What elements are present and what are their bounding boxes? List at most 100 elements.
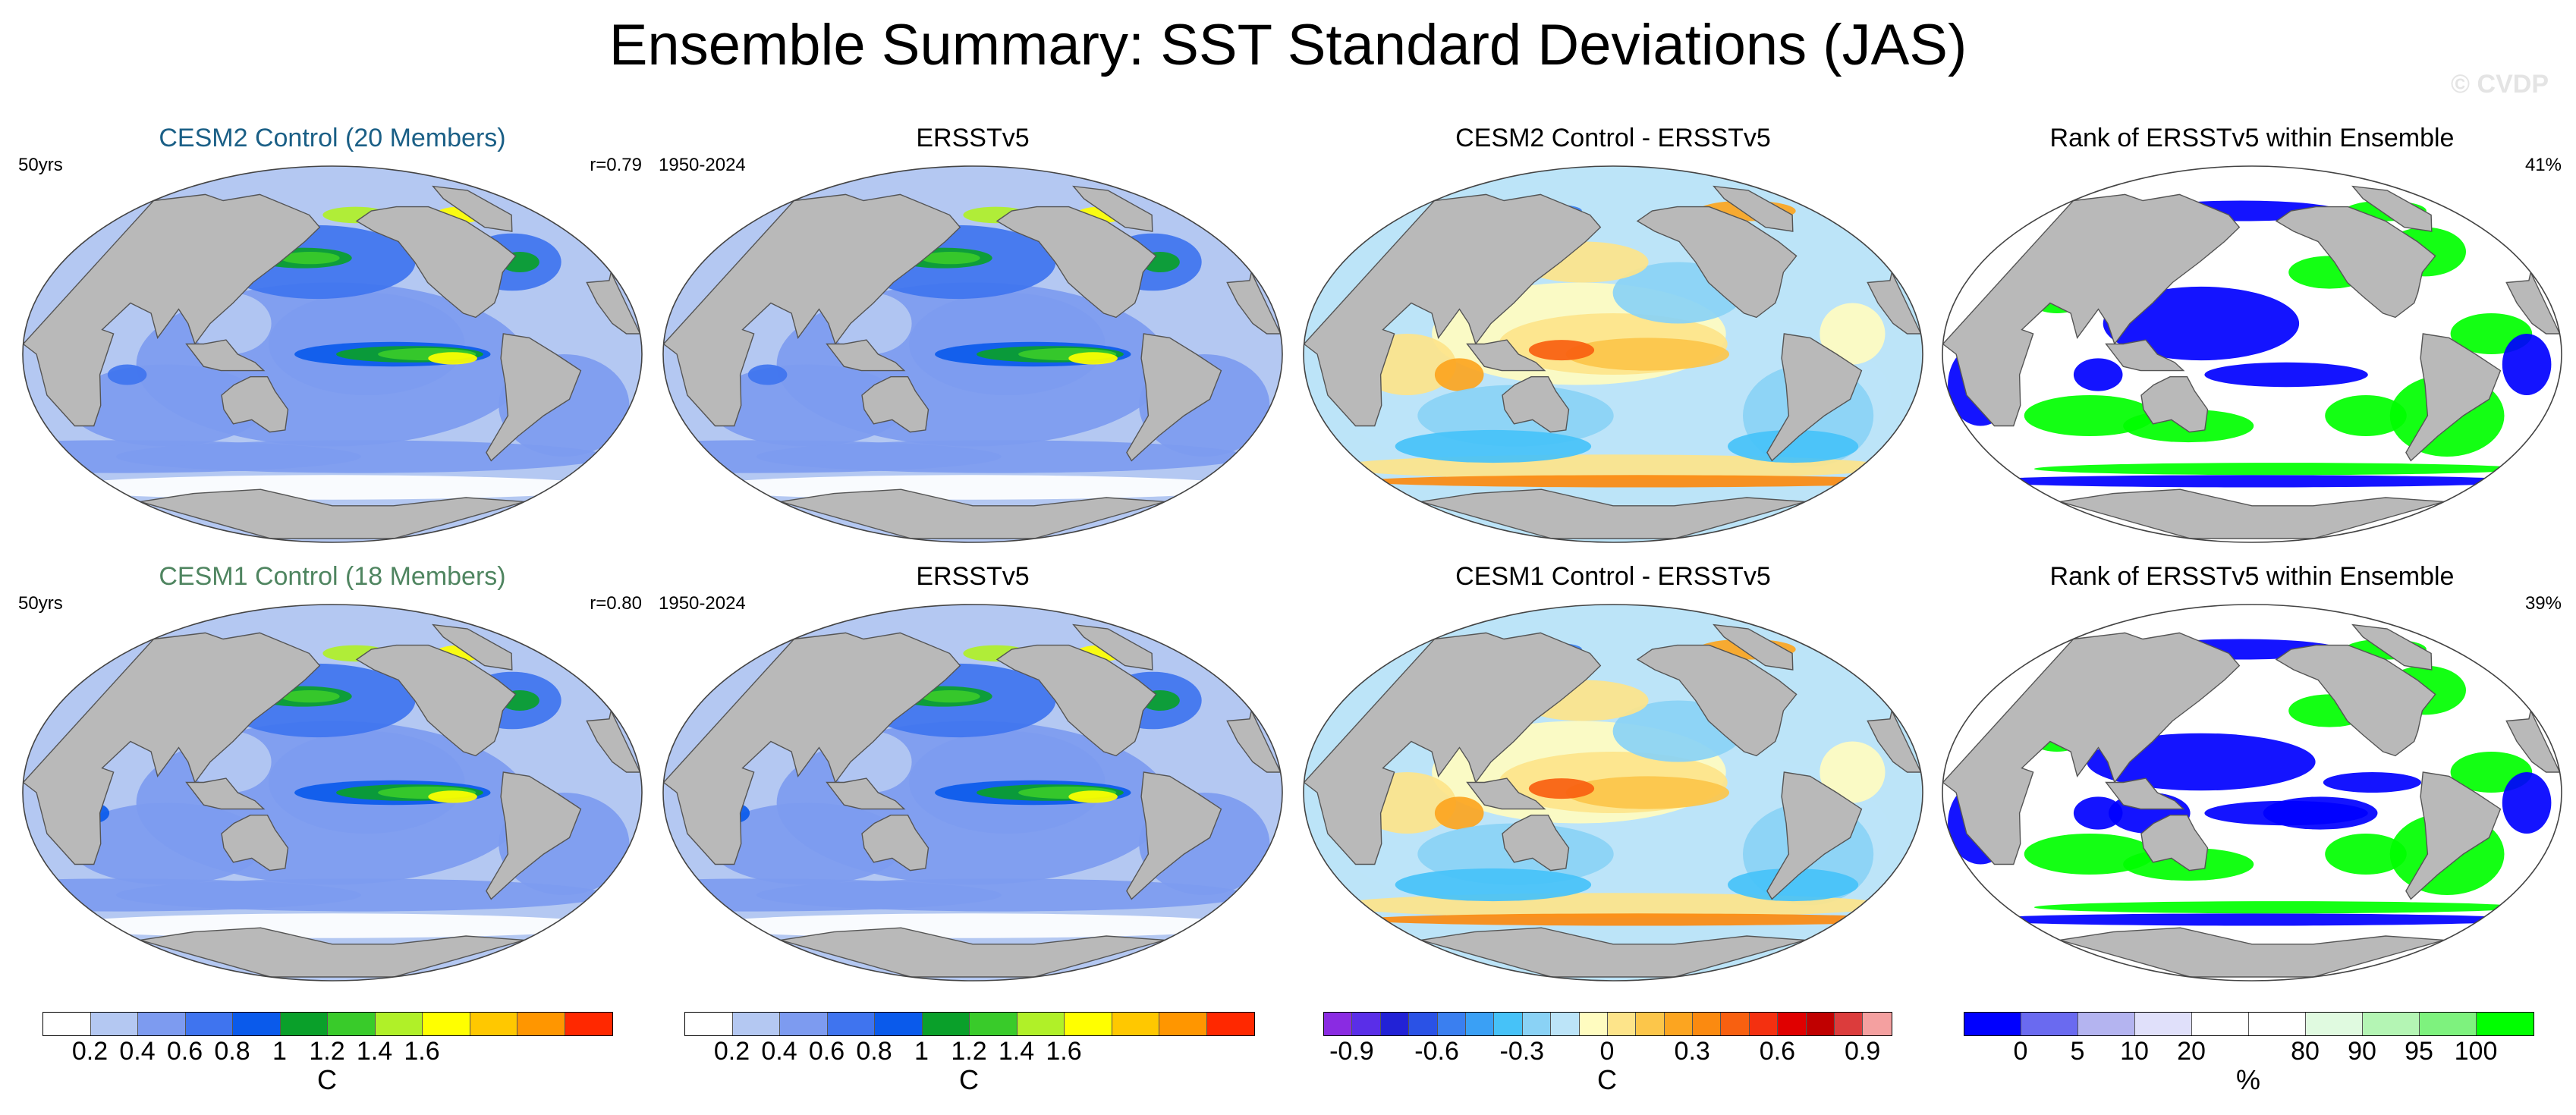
colorbar-tick-label: 0.8 <box>214 1037 250 1066</box>
colorbar-unit: % <box>2235 1064 2261 1095</box>
std-colorbar-1: 0.2 0.4 0.6 0.8 1 1.2 1.4 1.6 C <box>42 1012 613 1103</box>
land-mass <box>2105 339 2185 372</box>
field-patch <box>1565 338 1729 371</box>
field-patch <box>281 252 340 265</box>
land-mass <box>586 270 641 334</box>
diff-map <box>1303 604 1923 982</box>
panel-left-label: 1950-2024 <box>659 155 746 175</box>
land-mass <box>780 488 1165 539</box>
colorbar-tick-label: 0.3 <box>1674 1037 1710 1066</box>
field-patch <box>68 364 266 447</box>
colorbar-swatch <box>1964 1013 2021 1035</box>
colorbar-swatch <box>90 1013 138 1035</box>
panel-title: CESM2 Control (20 Members) <box>159 124 506 152</box>
field-patch <box>1528 778 1595 799</box>
colorbar-tick-label: 80 <box>2291 1037 2320 1066</box>
land-mass <box>1502 815 1570 872</box>
field-patch <box>428 352 477 365</box>
colorbar-tick-label: 1 <box>272 1037 287 1066</box>
land-mass <box>1304 632 1602 865</box>
panel-left-label: 50yrs <box>18 155 63 175</box>
colorbar-tick-label: 1.2 <box>951 1037 987 1066</box>
colorbar-swatch <box>1579 1013 1608 1035</box>
std-map <box>22 165 643 543</box>
field-patch <box>694 475 1251 500</box>
colorbar-swatch <box>138 1013 186 1035</box>
field-patch <box>694 913 1251 938</box>
field-patch <box>1974 913 2530 926</box>
colorbar-tick-label: 0 <box>1599 1037 1615 1066</box>
map-outline <box>1942 165 2562 543</box>
field-patch <box>2325 834 2407 875</box>
map-outline <box>1303 604 1923 982</box>
field-patch <box>1974 475 2530 488</box>
colorbar-swatch <box>970 1013 1018 1035</box>
rank-colorbar: 0 5 10 20 80 90 95 100% <box>1964 1012 2534 1103</box>
land-mass <box>1072 185 1153 232</box>
field-patch <box>1820 741 1886 803</box>
field-patch <box>281 690 340 703</box>
field-patch <box>2103 286 2300 361</box>
land-mass <box>2405 771 2502 900</box>
land-mass <box>2505 270 2561 334</box>
land-mass <box>23 632 321 865</box>
map-panel-r2c3: CESM1 Control - ERSSTv5 <box>1296 561 1930 991</box>
land-mass <box>1713 623 1794 671</box>
colorbar-tick-label: 1.6 <box>1046 1037 1082 1066</box>
colorbar-tick-label: 1.4 <box>998 1037 1035 1066</box>
land-mass <box>432 185 513 232</box>
colorbar-swatch <box>1324 1013 1353 1035</box>
colorbar-swatch <box>1806 1013 1835 1035</box>
land-mass <box>2351 185 2433 232</box>
diff-colorbar: -0.9 -0.6 -0.3 0 0.3 0.6 0.9 C <box>1323 1012 1892 1103</box>
land-mass <box>826 777 906 810</box>
colorbar-swatch <box>2021 1013 2078 1035</box>
field-patch <box>2325 395 2407 436</box>
land-mass <box>663 193 961 427</box>
field-patch <box>921 252 980 265</box>
colorbar-tick-label: 0.8 <box>856 1037 892 1066</box>
colorbar-swatch <box>1409 1013 1438 1035</box>
colorbar-tick-label: 0.9 <box>1844 1037 1881 1066</box>
panel-title: Rank of ERSSTv5 within Ensemble <box>2049 562 2455 591</box>
field-patch <box>2033 463 2524 476</box>
colorbar-swatch <box>2306 1013 2363 1035</box>
land-mass <box>355 644 517 757</box>
map-outline <box>22 165 643 543</box>
land-mass <box>2140 376 2209 433</box>
field-patch <box>2263 796 2378 830</box>
land-mass <box>1072 623 1153 671</box>
panel-title: CESM2 Control - ERSSTv5 <box>1455 124 1771 152</box>
field-patch <box>54 475 611 500</box>
colorbar-tick-label: 0.2 <box>713 1037 750 1066</box>
field-patch <box>709 802 906 885</box>
field-patch <box>1820 303 1886 365</box>
colorbar-swatch <box>2078 1013 2135 1035</box>
field-patch <box>1565 776 1729 809</box>
colorbar-swatch <box>1522 1013 1552 1035</box>
field-patch <box>1728 429 1859 463</box>
colorbar-swatch <box>2363 1013 2420 1035</box>
land-mass <box>2105 777 2185 810</box>
field-patch <box>1395 429 1592 463</box>
colorbar-tick-label: 0.6 <box>1759 1037 1796 1066</box>
map-outline <box>662 604 1283 982</box>
land-mass <box>1466 339 1546 372</box>
colorbar-swatch <box>1017 1013 1065 1035</box>
colorbar-tick-label: 0.6 <box>808 1037 845 1066</box>
std-map <box>662 165 1283 543</box>
land-mass <box>140 488 525 539</box>
colorbar-swatch <box>1380 1013 1410 1035</box>
colorbar-tick-label: 100 <box>2454 1037 2498 1066</box>
map-panel-r2c1: CESM1 Control (18 Members) 50yrs r=0.80 <box>15 561 650 991</box>
field-patch <box>2204 362 2368 388</box>
land-mass <box>221 376 289 433</box>
panel-title: ERSSTv5 <box>916 562 1030 591</box>
colorbar-swatch <box>1636 1013 1665 1035</box>
rank-map <box>1942 604 2562 982</box>
land-mass <box>2059 927 2445 978</box>
colorbar-swatch <box>1749 1013 1779 1035</box>
colorbar-tick-label: 5 <box>2070 1037 2085 1066</box>
colorbar-swatch <box>423 1013 470 1035</box>
colorbar-swatch <box>1721 1013 1750 1035</box>
